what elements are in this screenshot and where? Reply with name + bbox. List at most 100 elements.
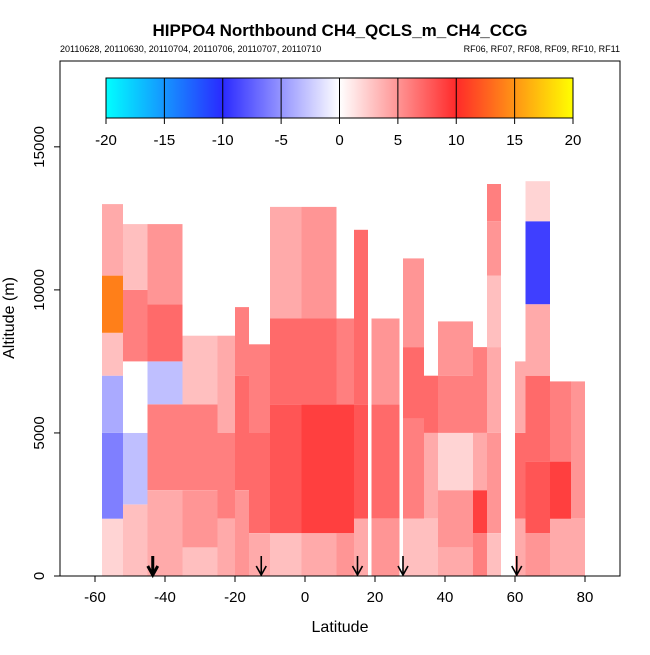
heatmap-cell xyxy=(403,347,424,419)
x-tick-label: 60 xyxy=(507,589,524,606)
heatmap-cell xyxy=(473,490,487,534)
heatmap-cell xyxy=(487,184,501,222)
heatmap-cell xyxy=(473,347,487,433)
heatmap-cells xyxy=(102,181,585,576)
heatmap-cell xyxy=(354,229,368,319)
chart-title: HIPPO4 Northbound CH4_QCLS_m_CH4_CCG xyxy=(153,21,528,40)
heatmap-cell xyxy=(249,432,270,533)
heatmap-cell xyxy=(301,206,337,319)
heatmap-cell xyxy=(571,381,585,519)
heatmap-cell xyxy=(371,404,400,519)
heatmap-cell xyxy=(270,404,302,534)
heatmap-cell xyxy=(438,490,473,548)
colorbar-tick-label: -20 xyxy=(95,132,117,149)
x-tick-label: -20 xyxy=(224,589,246,606)
colorbar-ticks: -20 -15 -10 -5 0 5 10 15 20 xyxy=(95,78,581,149)
x-axis: -60 -40 -20 0 20 40 60 80 xyxy=(84,576,593,606)
heatmap-cell xyxy=(438,432,473,491)
heatmap-cell xyxy=(123,289,148,362)
heatmap-cell xyxy=(403,518,424,576)
heatmap-cell xyxy=(301,404,337,534)
x-tick-label: 80 xyxy=(577,589,594,606)
heatmap-cell xyxy=(102,375,123,433)
heatmap-cell xyxy=(123,504,148,576)
heatmap-cell xyxy=(235,490,249,576)
heatmap-cell xyxy=(336,533,354,576)
heatmap-cell xyxy=(424,432,438,519)
flight-marker-arrow xyxy=(255,556,267,577)
colorbar-tick-label: 20 xyxy=(565,132,582,149)
heatmap-cell xyxy=(525,533,550,576)
heatmap-cell xyxy=(102,332,123,376)
heatmap-cell xyxy=(123,361,148,433)
heatmap-cell xyxy=(438,547,473,576)
heatmap-cell xyxy=(354,404,368,519)
heatmap-cell xyxy=(270,318,302,405)
heatmap-cell xyxy=(336,318,354,405)
heatmap-cell xyxy=(249,533,270,576)
colorbar-tick-label: -5 xyxy=(274,132,287,149)
x-axis-label: Latitude xyxy=(312,619,369,636)
heatmap-cell xyxy=(182,547,218,576)
y-tick-label: 5000 xyxy=(31,416,48,449)
heatmap-cell xyxy=(354,318,368,405)
heatmap-cell xyxy=(301,533,337,576)
heatmap-cell xyxy=(487,275,501,348)
heatmap-cell xyxy=(473,533,487,576)
flight-markers xyxy=(146,556,523,579)
heatmap-cell xyxy=(487,533,501,576)
heatmap-cell xyxy=(525,181,550,222)
heatmap-cell xyxy=(217,335,235,433)
heatmap-cell xyxy=(123,224,148,290)
colorbar-tick-label: 0 xyxy=(335,132,343,149)
heatmap-cell xyxy=(182,490,218,548)
heatmap-cell xyxy=(515,518,526,576)
flight-marker-arrow xyxy=(511,556,523,577)
x-tick-label: 40 xyxy=(437,589,454,606)
heatmap-cell xyxy=(438,375,473,433)
heatmap-cell xyxy=(424,518,438,576)
colorbar: -20 -15 -10 -5 0 5 10 15 20 xyxy=(95,77,581,149)
heatmap-cell xyxy=(525,221,550,305)
heatmap-cell xyxy=(301,318,337,405)
heatmap-cell xyxy=(249,344,270,433)
heatmap-cell xyxy=(235,375,249,491)
plot-frame xyxy=(59,60,621,577)
heatmap-cell xyxy=(147,361,183,405)
heatmap-cell xyxy=(182,335,218,405)
heatmap-cell xyxy=(403,258,424,348)
heatmap-cell xyxy=(147,304,183,362)
colorbar-tick-label: -10 xyxy=(212,132,234,149)
heatmap-cell xyxy=(102,518,123,576)
heatmap-cell xyxy=(270,206,302,319)
colorbar-tick-label: 10 xyxy=(448,132,465,149)
heatmap-cell xyxy=(525,304,550,376)
heatmap-cell xyxy=(270,533,302,576)
heatmap-cell xyxy=(371,318,400,405)
heatmap-cell xyxy=(217,518,235,576)
heatmap-cell xyxy=(515,432,526,519)
y-tick-label: 10000 xyxy=(31,269,48,311)
colorbar-tick-label: 15 xyxy=(506,132,523,149)
y-axis: 0 5000 10000 15000 xyxy=(31,126,60,580)
y-axis-label: Altitude (m) xyxy=(1,277,18,359)
flight-marker-arrow xyxy=(397,556,409,577)
x-tick-label: 0 xyxy=(301,589,309,606)
heatmap-cell xyxy=(571,518,585,576)
heatmap-cell xyxy=(550,381,571,462)
y-tick-label: 15000 xyxy=(31,126,48,168)
chart-subtitle-dates: 20110628, 20110630, 20110704, 20110706, … xyxy=(60,44,321,54)
colorbar-tick-label: -15 xyxy=(154,132,176,149)
heatmap-cell xyxy=(487,432,501,533)
heatmap-cell xyxy=(123,432,148,505)
chart-subtitle-flights: RF06, RF07, RF08, RF09, RF10, RF11 xyxy=(464,44,620,54)
heatmap-cell xyxy=(550,461,571,519)
heatmap-cell xyxy=(182,404,218,491)
x-tick-label: -60 xyxy=(84,589,106,606)
heatmap-cell xyxy=(515,361,526,433)
heatmap-cell xyxy=(147,224,183,305)
heatmap-cell xyxy=(487,347,501,433)
x-tick-label: 20 xyxy=(367,589,384,606)
